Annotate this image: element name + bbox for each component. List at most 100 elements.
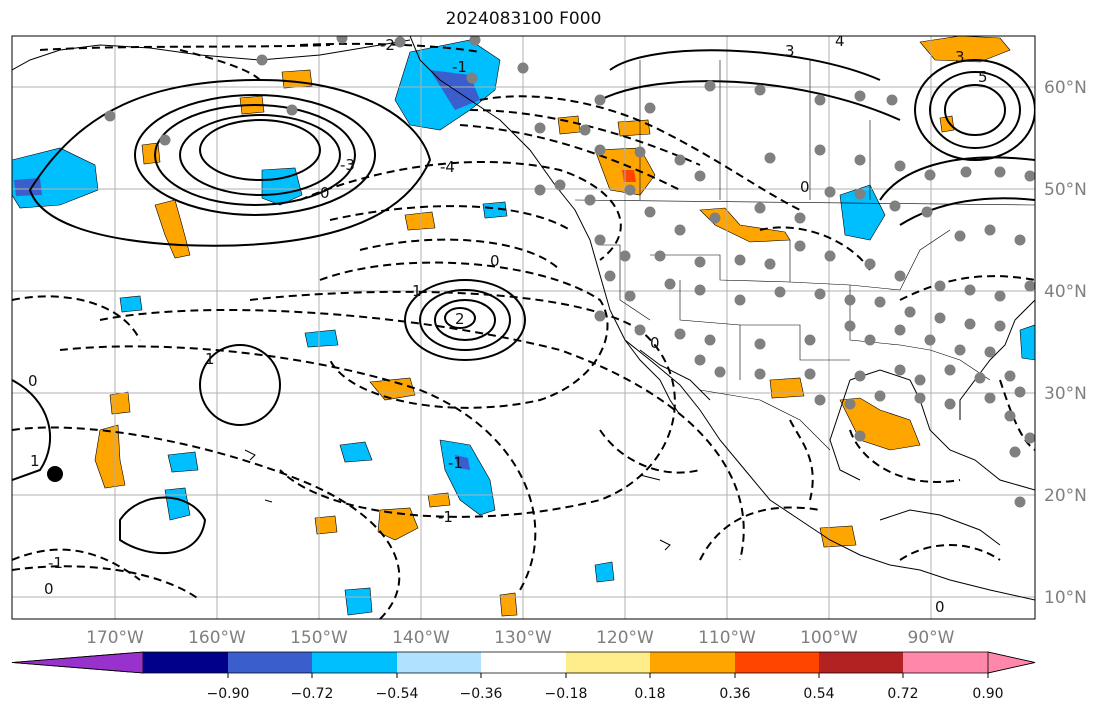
map-frame xyxy=(11,35,1036,620)
station-dot xyxy=(734,254,746,266)
lon-label: 90°W xyxy=(908,628,955,648)
lon-label: 160°W xyxy=(188,628,246,648)
lat-label: 10°N xyxy=(1044,588,1087,608)
station-dot xyxy=(256,54,268,66)
lon-label: 100°W xyxy=(800,628,858,648)
contour-label: 1 xyxy=(30,452,40,470)
station-dot xyxy=(844,320,856,332)
station-dots xyxy=(104,36,1035,508)
station-dot xyxy=(974,372,986,384)
station-dot xyxy=(984,224,996,236)
station-dot xyxy=(1014,386,1026,398)
station-dot xyxy=(774,286,786,298)
colorbar-tick-label: −0.18 xyxy=(545,686,588,702)
lon-label: 120°W xyxy=(596,628,654,648)
lat-label: 30°N xyxy=(1044,384,1087,404)
station-dot xyxy=(634,324,646,336)
contour-label: 3 xyxy=(785,42,795,60)
station-dot xyxy=(994,320,1006,332)
longitude-labels: 170°W 160°W 150°W 140°W 130°W 120°W 110°… xyxy=(86,628,955,648)
lon-label: 150°W xyxy=(290,628,348,648)
station-dot xyxy=(644,102,656,114)
station-dot xyxy=(634,146,646,158)
station-dot xyxy=(944,398,956,410)
station-dot xyxy=(984,346,996,358)
station-dot xyxy=(1014,496,1026,508)
station-dot xyxy=(994,290,1006,302)
station-dot xyxy=(914,374,926,386)
station-dot xyxy=(594,144,606,156)
station-dot xyxy=(864,334,876,346)
station-dot xyxy=(889,200,901,212)
station-dot xyxy=(694,284,706,296)
station-dot xyxy=(954,344,966,356)
contour-label: 0 xyxy=(28,372,38,390)
latitude-labels: 60°N 50°N 40°N 30°N 20°N 10°N xyxy=(1044,78,1087,608)
station-dot xyxy=(104,110,116,122)
colorbar-tick-label: 0.18 xyxy=(634,686,665,702)
political-borders xyxy=(574,60,1035,451)
contour-label: 3 xyxy=(955,48,965,66)
colorbar-segment xyxy=(312,652,397,673)
station-dot xyxy=(1024,432,1035,444)
contour-label: -1 xyxy=(452,58,467,76)
lat-label: 60°N xyxy=(1044,78,1087,98)
station-dot xyxy=(944,364,956,376)
station-dot xyxy=(824,250,836,262)
station-dot xyxy=(584,194,596,206)
station-dot xyxy=(714,366,726,378)
coastline-layer xyxy=(12,36,1035,601)
colorbar-segment xyxy=(566,652,650,673)
station-dot xyxy=(1024,280,1035,292)
station-dot xyxy=(604,270,616,282)
station-dot xyxy=(984,392,996,404)
station-dot xyxy=(694,256,706,268)
station-dot xyxy=(709,212,721,224)
colorbar-segment xyxy=(987,651,1036,674)
station-dot xyxy=(874,296,886,308)
contour-label-layer: -1 -2 -3 -4 0 0 0 0 0 0 0 1 1 1 2 3 3 4 … xyxy=(28,32,988,616)
station-dot xyxy=(754,84,766,96)
station-dot xyxy=(964,284,976,296)
colorbar-segment xyxy=(735,652,819,673)
station-dot xyxy=(594,310,606,322)
station-dot xyxy=(754,202,766,214)
station-dot xyxy=(924,169,936,181)
station-dot xyxy=(674,328,686,340)
station-dot xyxy=(286,104,298,116)
lon-label: 170°W xyxy=(86,628,144,648)
contour-label: -1 xyxy=(48,554,63,572)
colorbar-tick-label: −0.72 xyxy=(291,686,334,702)
colorbar-tick-label: 0.54 xyxy=(803,686,834,702)
negative-contours xyxy=(12,42,1035,619)
colorbar-segment xyxy=(650,652,735,673)
station-dot xyxy=(694,354,706,366)
station-dot xyxy=(1009,446,1021,458)
station-dot xyxy=(336,36,348,44)
station-dot xyxy=(579,124,591,136)
station-dot xyxy=(754,368,766,380)
colorbar-segment xyxy=(143,652,228,673)
lon-label: 110°W xyxy=(698,628,756,648)
contour-label: -3 xyxy=(340,156,355,174)
contour-label: -4 xyxy=(440,158,455,176)
station-dot xyxy=(534,184,546,196)
contour-label: 4 xyxy=(835,32,845,50)
station-dot xyxy=(804,368,816,380)
colorbar-segment xyxy=(819,652,903,673)
station-dot xyxy=(754,338,766,350)
station-dot xyxy=(994,166,1006,178)
colorbar-tick-label: −0.54 xyxy=(376,686,419,702)
colorbar-segment xyxy=(11,651,144,674)
station-dot xyxy=(644,206,656,218)
station-dot xyxy=(824,186,836,198)
station-dot xyxy=(694,170,706,182)
positive-contours xyxy=(12,49,1035,555)
colorbar-segment xyxy=(481,652,566,673)
station-dot xyxy=(619,250,631,262)
station-dot xyxy=(934,280,946,292)
station-dot xyxy=(864,258,876,270)
station-dot xyxy=(804,334,816,346)
station-dot xyxy=(854,90,866,102)
station-dot xyxy=(1004,410,1016,422)
